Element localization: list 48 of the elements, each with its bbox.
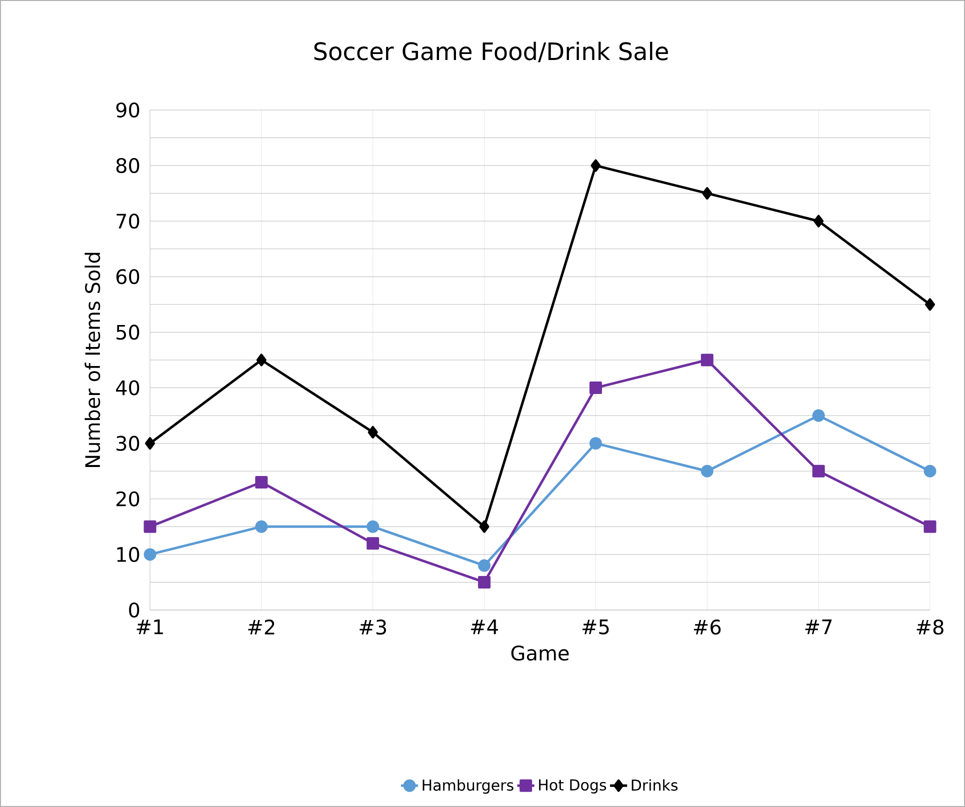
x-tick-label: #1 — [136, 620, 163, 634]
point — [478, 559, 491, 572]
point — [700, 464, 714, 478]
y-tick-label: 50 — [116, 324, 140, 340]
x-tick-label: #3 — [360, 620, 386, 635]
point — [145, 437, 156, 450]
y-tick-label: 40 — [116, 380, 140, 396]
y-tick-label: 60 — [116, 269, 140, 284]
chart-title: Soccer Game Food/Drink Sale — [314, 42, 668, 62]
point — [255, 520, 268, 533]
point — [255, 476, 268, 488]
x-axis-title: Game — [511, 646, 569, 661]
point — [812, 409, 825, 422]
point — [925, 298, 936, 311]
y-tick-label: 0 — [129, 602, 140, 618]
x-tick-label: #7 — [805, 620, 832, 634]
y-tick-label: 10 — [117, 546, 140, 562]
point — [924, 464, 936, 478]
point — [589, 382, 602, 394]
legend-label: Hot Dogs — [539, 779, 606, 794]
point — [256, 354, 266, 366]
point — [812, 464, 825, 478]
x-tick-label: #6 — [694, 620, 721, 635]
x-tick-label: #8 — [916, 620, 944, 635]
point — [589, 437, 602, 450]
point — [368, 426, 378, 438]
y-axis-title: Number of Items Sold — [84, 252, 100, 467]
point — [144, 548, 156, 561]
y-tick-label: 80 — [116, 158, 140, 174]
x-tick-label: #5 — [582, 620, 609, 634]
point — [144, 520, 156, 533]
y-tick-label: 90 — [116, 102, 140, 118]
legend-label: Drinks — [632, 779, 678, 791]
x-tick-label: #2 — [248, 620, 274, 634]
point — [814, 214, 824, 228]
point — [924, 520, 936, 533]
x-tick-label: #4 — [471, 620, 498, 634]
point — [366, 520, 380, 533]
point — [702, 187, 712, 200]
point — [590, 159, 601, 172]
y-tick-label: 20 — [116, 491, 140, 506]
point — [366, 537, 380, 550]
point — [479, 520, 490, 533]
y-tick-label: 30 — [116, 436, 140, 451]
y-tick-label: 70 — [116, 214, 140, 229]
point — [700, 354, 714, 366]
point — [478, 576, 491, 588]
legend-label: Hamburgers — [422, 779, 514, 794]
